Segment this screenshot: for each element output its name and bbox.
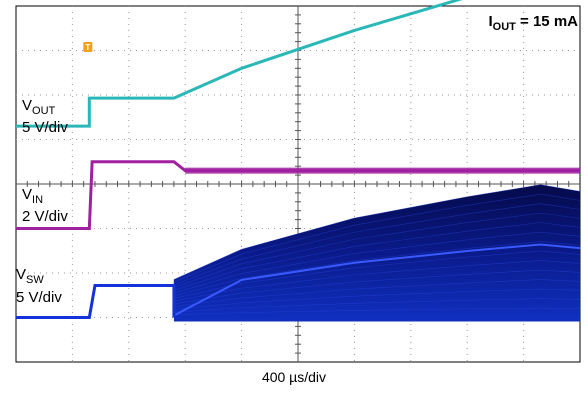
timebase-label: 400 µs/div <box>261 369 327 385</box>
vout-trace <box>16 0 463 128</box>
trigger-marker-icon <box>83 42 93 52</box>
vsw-ringing-streak <box>173 193 581 318</box>
iout-annotation: IOUT = 15 mA <box>488 13 578 33</box>
vout-label: VOUT <box>22 97 56 117</box>
vin-ripple-band <box>185 167 580 174</box>
vout-scale: 5 V/div <box>22 119 68 136</box>
vin-scale: 2 V/div <box>22 208 68 225</box>
vsw-scale: 5 V/div <box>16 289 62 306</box>
vin-label: VIN <box>22 186 44 206</box>
vsw-switching-envelope <box>173 184 581 322</box>
trigger-marker-label: T <box>85 43 90 52</box>
vsw-mid-trace <box>173 243 581 317</box>
vsw-trace <box>16 283 176 319</box>
vsw-label: VSW <box>16 266 44 286</box>
vsw-ringing-streak <box>173 184 581 318</box>
